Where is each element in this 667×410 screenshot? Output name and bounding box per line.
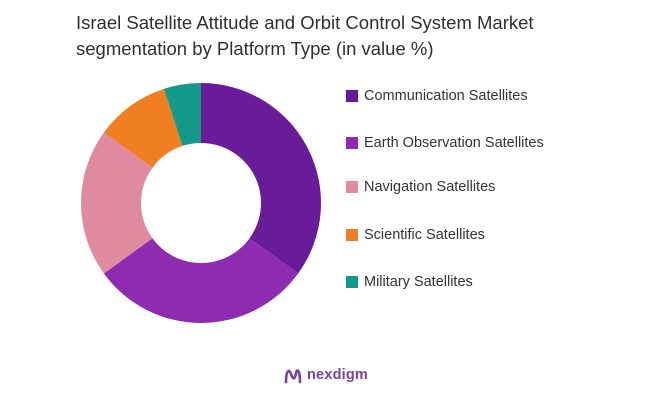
chart-title-line-2: segmentation by Platform Type (in value … <box>76 38 434 59</box>
legend-label: Military Satellites <box>364 274 473 290</box>
donut-slice-scientific-satellites <box>103 88 183 168</box>
legend-swatch <box>346 229 358 241</box>
legend-item-navigation-satellites: Navigation Satellites <box>346 177 495 197</box>
donut-slices <box>80 83 322 324</box>
legend-swatch <box>346 137 358 149</box>
legend-swatch <box>346 90 358 102</box>
brand-name: nexdigm <box>307 367 369 383</box>
brand-logo: nexdigm <box>283 364 368 386</box>
legend-swatch <box>346 181 358 193</box>
chart-title-line-1: Israel Satellite Attitude and Orbit Cont… <box>76 12 534 33</box>
donut-slice-military-satellites <box>163 83 201 146</box>
legend-label: Scientific Satellites <box>364 227 485 243</box>
legend-item-military-satellites: Military Satellites <box>346 272 473 292</box>
legend-item-communication-satellites: Communication Satellites <box>346 86 528 106</box>
donut-slice-earth-observation-satellites <box>103 238 299 324</box>
chart-title: Israel Satellite Attitude and Orbit Cont… <box>76 10 636 62</box>
legend-swatch <box>346 276 358 288</box>
legend-label: Communication Satellites <box>364 88 528 104</box>
legend-item-scientific-satellites: Scientific Satellites <box>346 225 485 245</box>
legend-item-earth-observation-satellites: Earth Observation Satellites <box>346 133 544 153</box>
legend-label: Earth Observation Satellites <box>364 135 544 151</box>
nexdigm-logo-icon <box>284 369 302 384</box>
donut-slice-navigation-satellites <box>80 132 153 274</box>
legend-label: Navigation Satellites <box>364 179 496 195</box>
donut-slice-communication-satellites <box>201 83 322 274</box>
